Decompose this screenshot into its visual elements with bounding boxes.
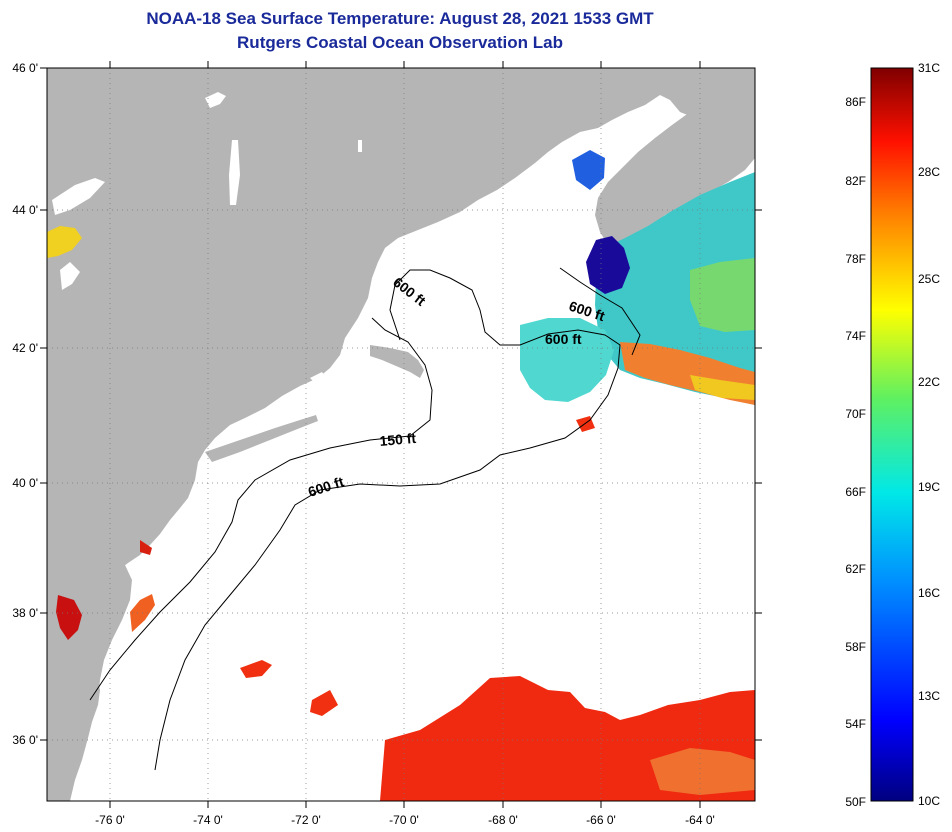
colorbar-celsius-label: 22C	[918, 375, 940, 389]
land-mass-mainland	[47, 68, 755, 801]
contour-label: 600 ft	[545, 331, 582, 347]
lat-label: 42 0'	[12, 341, 38, 355]
sst-field-yellow-slope	[690, 375, 755, 400]
colorbar-fahrenheit-label: 82F	[845, 174, 866, 188]
sst-patch-lake-ontario	[47, 226, 82, 258]
land-mass-delmarva	[84, 560, 132, 700]
colorbar-celsius-label: 13C	[918, 689, 940, 703]
colorbar-celsius-label: 28C	[918, 165, 940, 179]
lon-label: -70 0'	[389, 813, 419, 827]
lake	[229, 140, 240, 205]
colorbar-fahrenheit-label: 78F	[845, 252, 866, 266]
contour-150ft	[89, 317, 433, 701]
sst-patch-offshore	[310, 690, 338, 716]
lon-label: -74 0'	[193, 813, 223, 827]
colorbar-fahrenheit-label: 54F	[845, 717, 866, 731]
sst-field-green	[690, 258, 755, 332]
bathymetry-contours	[89, 267, 641, 771]
colorbar	[870, 67, 914, 802]
lon-label: -76 0'	[95, 813, 125, 827]
colorbar-celsius-label: 31C	[918, 61, 940, 75]
sst-patch-chesapeake	[56, 595, 82, 640]
lon-label: -68 0'	[488, 813, 518, 827]
map-title: NOAA-18 Sea Surface Temperature: August …	[146, 9, 654, 28]
sst-patch-offshore	[240, 660, 272, 678]
colorbar-fahrenheit-label: 86F	[845, 95, 866, 109]
colorbar-fahrenheit-label: 66F	[845, 485, 866, 499]
land-mass-long-island	[205, 415, 318, 462]
colorbar-celsius-label: 25C	[918, 272, 940, 286]
lon-label: -66 0'	[586, 813, 616, 827]
lon-label: -64 0'	[685, 813, 715, 827]
colorbar-fahrenheit-label: 58F	[845, 640, 866, 654]
land-mass-cape-cod	[370, 345, 424, 378]
sst-field-dark-blue-coast	[586, 236, 630, 294]
sst-field-cyan-georges	[520, 318, 614, 402]
contour-600ft-east	[559, 267, 641, 356]
colorbar-celsius-label: 10C	[918, 794, 940, 808]
colorbar-fahrenheit-label: 50F	[845, 795, 866, 809]
lake	[358, 140, 362, 152]
map-frame	[46, 67, 756, 802]
lat-label: 38 0'	[12, 606, 38, 620]
sst-patch-gulf-stream-orange	[650, 748, 755, 795]
map-subtitle: Rutgers Coastal Ocean Observation Lab	[237, 33, 563, 52]
axis-ticks	[40, 61, 762, 808]
colorbar-celsius-label: 16C	[918, 586, 940, 600]
lake	[310, 372, 326, 384]
grid-lines	[47, 68, 755, 801]
sst-patch-delaware-bay	[140, 540, 152, 555]
colorbar-celsius-label: 19C	[918, 480, 940, 494]
lake	[60, 262, 80, 290]
colorbar-fahrenheit-label: 70F	[845, 407, 866, 421]
land-mass-nova-scotia	[595, 68, 755, 248]
sst-field-blue-northern-gulf	[572, 150, 605, 190]
colorbar-fahrenheit-label: 74F	[845, 329, 866, 343]
contour-600ft	[154, 269, 621, 771]
contour-label: 150 ft	[379, 430, 417, 449]
lake	[52, 178, 105, 215]
lat-label: 36 0'	[12, 733, 38, 747]
lake	[205, 92, 226, 108]
lat-label: 40 0'	[12, 476, 38, 490]
colorbar-fahrenheit-label: 62F	[845, 562, 866, 576]
lat-label: 44 0'	[12, 203, 38, 217]
lat-label: 46 0'	[12, 61, 38, 75]
lon-label: -72 0'	[291, 813, 321, 827]
